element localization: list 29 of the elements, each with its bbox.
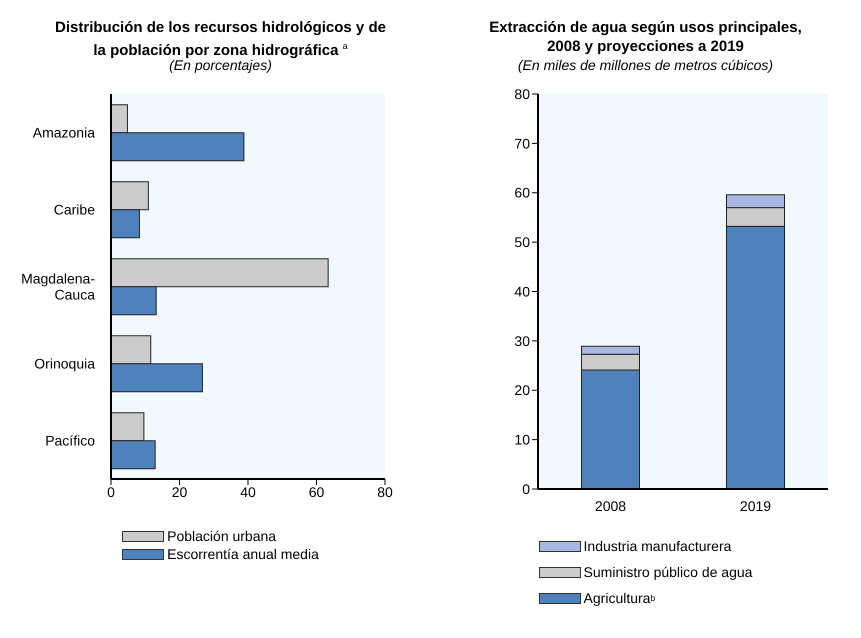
y-tick-label: 60 [514, 184, 530, 201]
x-tick-label: 20 [172, 484, 188, 500]
y-tick-label: Magdalena-Cauca [21, 270, 96, 302]
legend-label: Agricultura$^{b}$ [584, 590, 656, 606]
y-tick-label: 70 [514, 135, 530, 152]
y-tick-label: 50 [514, 234, 530, 250]
legend-label: Población urbana [167, 528, 276, 544]
y-tick-label: 10 [514, 432, 530, 448]
legend-label: Escorrentía anual media [167, 546, 319, 562]
y-tick-label: Amazonia [32, 124, 96, 140]
x-tick-label: 2019 [740, 498, 772, 514]
y-tick-label: 80 [514, 86, 530, 102]
x-tick-label: 80 [377, 484, 393, 500]
x-tick-label: 0 [107, 484, 116, 500]
x-tick-label: 60 [308, 484, 324, 500]
y-tick-label: Orinoquia [34, 356, 96, 372]
y-tick-label: 40 [514, 283, 530, 300]
x-tick-label: 2008 [594, 498, 626, 514]
chart-title: Extracción de agua según usos principales, 2008 y proyecciones a 2019 [489, 19, 802, 55]
y-tick-label: Caribe [54, 202, 96, 218]
x-tick-label: 40 [240, 484, 256, 500]
legend-label: Suministro público de agua [584, 564, 752, 580]
legend-label: Industria manufacturera [584, 538, 732, 554]
y-tick-label: 30 [514, 332, 530, 349]
chart-subtitle: (En porcentajes) [169, 57, 272, 73]
chart-title: Distribución de los recursos hidrológicos y de la población por zona hidrográfica $^{a}$ [55, 19, 386, 59]
chart-subtitle: (En miles de millones de metros cúbicos) [518, 57, 774, 73]
y-tick-label: 20 [514, 382, 530, 398]
y-tick-label: Pacífico [45, 432, 96, 448]
